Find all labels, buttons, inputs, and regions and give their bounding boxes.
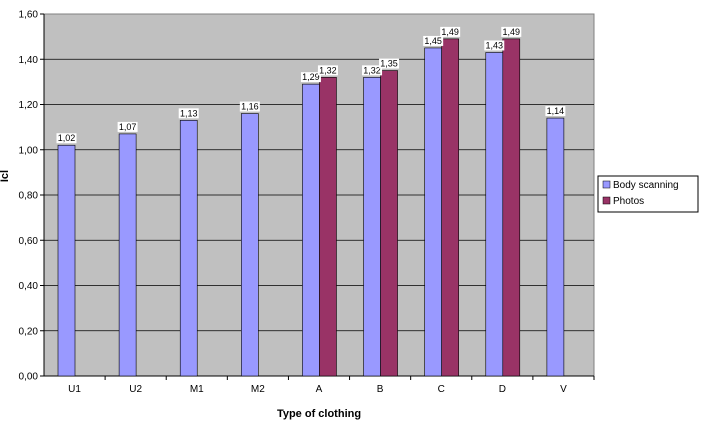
x-tick-label: B [377,384,384,395]
y-tick-label: 0,00 [19,372,39,383]
bar-body-scanning-v [546,117,565,377]
bars [57,38,565,377]
data-label: 1,13 [180,108,198,118]
bar-photos-b [380,70,398,377]
bar-photos-d [502,38,521,377]
bar-body-scanning-u1 [57,144,76,377]
data-label-bg [501,26,522,37]
y-tick-label: 0,40 [19,281,39,292]
legend-swatch-photos [602,196,611,205]
bar-body-scanning-c [424,47,442,377]
data-label-bg [56,133,77,144]
x-axis-title: Type of clothing [277,408,361,420]
y-tick-label: 0,80 [19,191,39,202]
data-label-bg [317,65,338,76]
data-label: 1,16 [241,102,259,112]
data-label: 1,07 [119,122,137,132]
x-tick-label: M1 [190,384,204,395]
y-axis-ticks: 0,00 0,20 0,40 0,60 0,80 1,00 1,20 1,40 1,60 [19,10,44,383]
data-label-bg [178,108,199,119]
data-label: 1,49 [441,27,459,37]
data-label-bg [484,40,505,51]
y-tick-label: 1,20 [19,100,39,111]
bar-body-scanning-u2 [118,133,137,377]
bar-body-scanning-a [302,83,320,377]
data-label: 1,45 [424,36,442,46]
data-label-bg [379,58,400,69]
bar-body-scanning-m1 [179,120,198,377]
data-label: 1,32 [319,65,337,75]
data-label: 1,43 [486,40,504,50]
x-tick-label: D [499,384,506,395]
data-label-bg [300,72,321,83]
y-axis-title: Icl [0,170,11,182]
legend: Body scanning Photos [597,175,699,213]
x-tick-label: U1 [68,384,81,395]
x-tick-label: A [316,384,323,395]
legend-label-body-scanning: Body scanning [613,180,679,191]
x-tick-label: M2 [251,384,265,395]
x-tick-label: V [560,384,567,395]
data-label-bg [239,101,260,112]
y-tick-label: 1,40 [19,55,39,66]
data-label-bg [440,26,461,37]
bar-body-scanning-d [485,52,504,377]
data-label-bg [423,35,444,46]
data-label: 1,49 [503,27,521,37]
legend-label-photos: Photos [613,196,644,207]
y-tick-label: 0,20 [19,326,39,337]
x-tick-label: C [438,384,445,395]
bar-body-scanning-m2 [241,113,259,377]
y-tick-label: 0,60 [19,236,39,247]
data-label: 1,14 [547,106,565,116]
data-label: 1,02 [58,133,76,143]
y-tick-label: 1,60 [19,10,39,21]
data-labels: 1,021,071,131,161,291,32 1,321,351,451,49… [56,26,566,144]
bar-body-scanning-b [363,77,381,377]
legend-box [597,175,699,213]
data-label-bg [545,106,566,117]
x-tick-label: U2 [129,384,142,395]
data-label: 1,29 [302,72,320,82]
data-label: 1,35 [380,59,398,69]
bar-photos-c [441,38,459,377]
x-axis-ticks: U1 U2 M1 M2 A B C D V [68,376,595,395]
data-label-bg [362,65,383,76]
legend-swatch-body-scanning [602,180,611,189]
data-label-bg [117,121,138,132]
bar-photos-a [319,77,337,377]
data-label: 1,32 [363,65,381,75]
y-tick-label: 1,00 [19,145,39,156]
